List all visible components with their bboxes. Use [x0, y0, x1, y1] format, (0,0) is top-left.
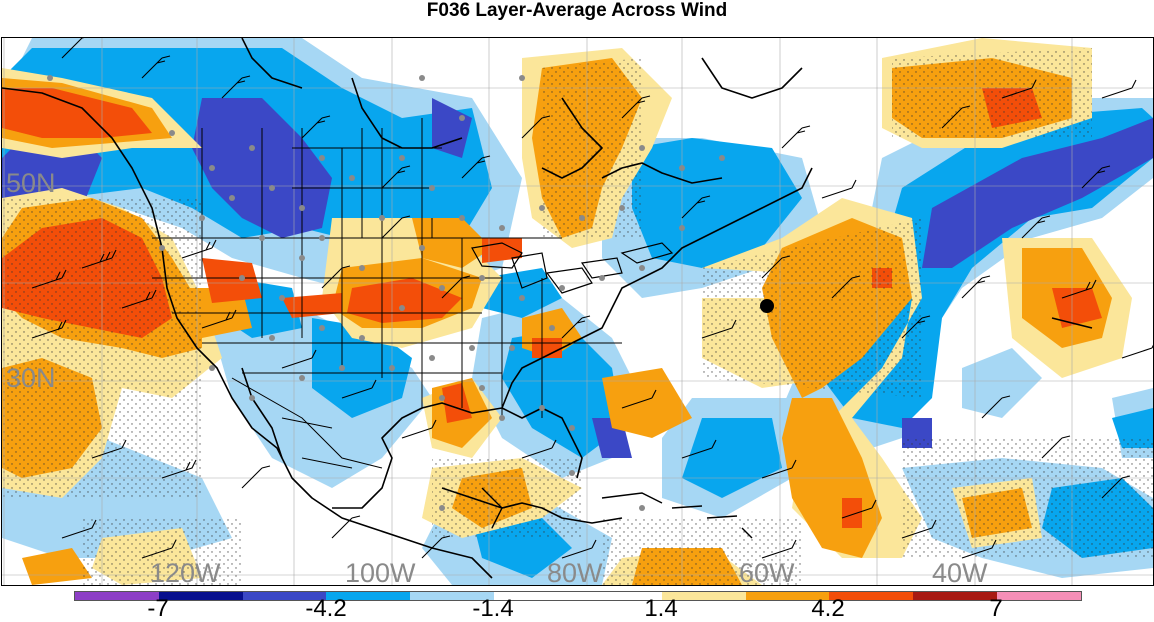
lon-label-60w: 60W — [739, 558, 795, 586]
station-dots — [47, 75, 725, 511]
colorbar-segment — [745, 592, 830, 600]
stipple-overlay — [2, 48, 1153, 585]
colorbar-segment — [997, 592, 1081, 600]
political-borders — [152, 118, 622, 469]
marker-dot — [760, 299, 774, 313]
lon-label-40w: 40W — [932, 558, 988, 586]
colorbar-tick-label: -1.4 — [472, 595, 514, 622]
colorbar-tick-label: 1.4 — [644, 595, 678, 622]
lat-label-30n: 30N — [6, 363, 56, 393]
colorbar-segment — [494, 592, 578, 600]
colorbar-segment — [661, 592, 746, 600]
colorbar-tick-label: 4.2 — [811, 595, 845, 622]
colorbar-segment — [158, 592, 243, 600]
lakes — [471, 242, 674, 294]
colorbar-segment — [913, 592, 998, 600]
wind-barbs — [31, 38, 1153, 559]
colorbar-segment — [410, 592, 495, 600]
coastlines — [2, 38, 1093, 579]
lat-label-50n: 50N — [6, 168, 56, 198]
lon-label-100w: 100W — [345, 558, 416, 586]
colorbar-tick-label: -4.2 — [305, 595, 347, 622]
colorbar-segment — [829, 592, 914, 600]
colorbar-segment — [326, 592, 411, 600]
colorbar-segment — [577, 592, 662, 600]
colorbar-segment — [242, 592, 327, 600]
grid-lines — [2, 38, 1153, 585]
colorbar — [74, 591, 1082, 601]
lon-label-120w: 120W — [150, 558, 221, 586]
lon-label-80w: 80W — [547, 558, 603, 586]
map-panel: 50N 30N 120W 100W 80W 60W 40W — [1, 37, 1154, 586]
colorbar-segment — [75, 592, 159, 600]
islands — [481, 487, 753, 539]
map-title: F036 Layer-Average Across Wind — [426, 0, 728, 21]
colorbar-tick-label: -7 — [147, 595, 169, 622]
colorbar-tick-label: 7 — [989, 595, 1003, 622]
map-graphic — [2, 38, 1153, 585]
